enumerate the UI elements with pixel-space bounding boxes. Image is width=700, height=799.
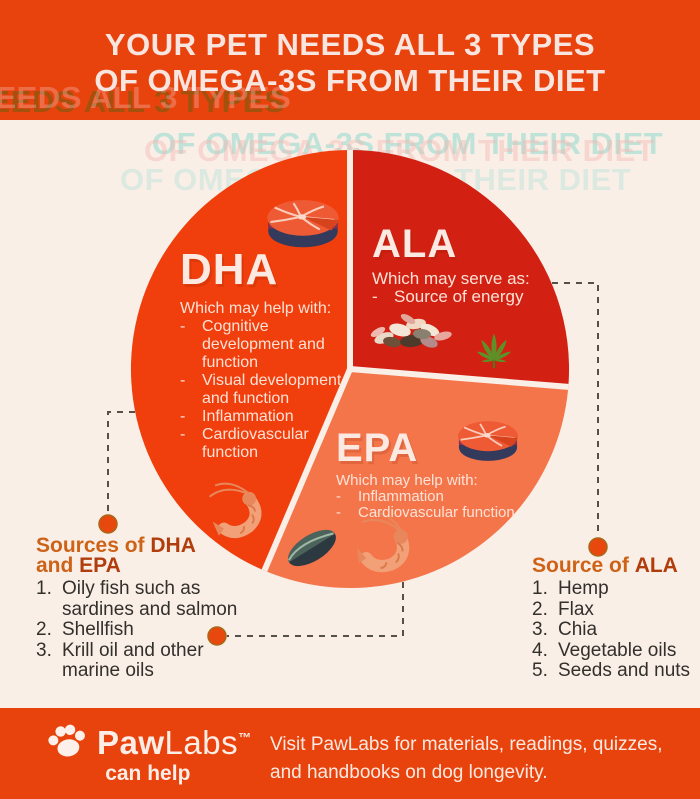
- item-number: 2.: [36, 619, 52, 640]
- item-dash: -: [336, 504, 341, 521]
- item-number: 1.: [36, 578, 52, 599]
- mussel-icon: [288, 529, 336, 567]
- dha-segment-text: DHA Which may help with: - Cognitive deve…: [180, 248, 350, 462]
- connector-dot-ala: [588, 537, 608, 557]
- item-dash: -: [180, 426, 186, 443]
- item-text: Inflammation: [202, 408, 294, 425]
- connector-line-epa-sources: [227, 582, 404, 637]
- list-item: - Cardiovascular function: [180, 426, 350, 462]
- title-line-2: OF OMEGA-3S FROM THEIR DIET: [94, 63, 606, 98]
- hemp-leaf-icon: [476, 333, 512, 369]
- trademark-symbol: ™: [238, 729, 252, 745]
- connector-dot-dha: [98, 514, 118, 534]
- item-text: Oily fish such as sardines and salmon: [62, 578, 238, 620]
- brand-name: PawLabs™: [97, 720, 252, 761]
- header-banner: YOUR PET NEEDS ALL 3 TYPES YOUR PET NEED…: [0, 0, 700, 120]
- title-line-1: YOUR PET NEEDS ALL 3 TYPES: [104, 27, 596, 62]
- item-dash: -: [336, 488, 341, 505]
- ala-intro: Which may serve as:: [372, 269, 530, 288]
- list-item: 2. Flax: [532, 598, 692, 621]
- item-number: 2.: [532, 598, 548, 620]
- item-number: 4.: [532, 639, 548, 661]
- list-item: - Source of energy: [372, 288, 572, 306]
- list-item: - Inflammation: [180, 408, 350, 426]
- epa-segment-text: EPA Which may help with: - Inflammation - C…: [336, 428, 571, 521]
- list-item: - Visual development and function: [180, 372, 350, 408]
- sources-dha-epa-block: Sources of DHA and EPA 1. Oily fish such …: [36, 534, 252, 682]
- ala-benefits-list: - Source of energy: [372, 288, 572, 306]
- item-text: Seeds and nuts: [558, 660, 691, 681]
- sources-title-text: Sources of: [36, 534, 151, 557]
- dha-benefits-list: - Cognitive development and function - Vis…: [180, 318, 350, 462]
- salmon-steak-icon: [266, 199, 340, 249]
- sources-ala-block: Source of ALA 1. Hemp 2. Flax 3. Chia 4. Vegeta…: [532, 554, 692, 682]
- omega3-pie-chart: [98, 150, 608, 646]
- sources-title-dha: DHA: [150, 534, 196, 557]
- connector-line-ala-sources: [552, 282, 599, 537]
- item-dash: -: [372, 287, 378, 306]
- list-item: - Inflammation: [336, 489, 571, 505]
- item-text: Shellfish: [62, 619, 134, 640]
- dha-intro: Which may help with:: [180, 300, 332, 317]
- list-item: - Cardiovascular function: [336, 505, 571, 521]
- list-item: 3. Chia: [532, 619, 692, 641]
- item-number: 3.: [36, 639, 52, 661]
- footer-bar: PawLabs™ can help Visit PawLabs for mate…: [0, 708, 700, 799]
- epa-label: EPA: [336, 426, 419, 470]
- sources-ala-list: 1. Hemp 2. Flax 3. Chia 4. Vegetable oils 5. Seed…: [532, 578, 692, 682]
- item-text: Chia: [558, 619, 598, 640]
- brand-name-light: Labs: [164, 723, 239, 761]
- item-text: Hemp: [558, 578, 609, 599]
- item-number: 1.: [532, 578, 548, 599]
- item-text: Vegetable oils: [558, 639, 677, 661]
- list-item: 1. Oily fish such as sardines and salmon: [36, 578, 252, 620]
- ala-label: ALA: [372, 222, 458, 266]
- item-dash: -: [180, 372, 186, 389]
- page-title: YOUR PET NEEDS ALL 3 TYPES OF OMEGA-3S F…: [0, 0, 700, 99]
- sources-title-ala: ALA: [634, 554, 678, 577]
- paw-icon: [48, 724, 85, 757]
- list-item: 4. Vegetable oils: [532, 639, 692, 662]
- dha-label: DHA: [180, 245, 279, 294]
- sources-dha-epa-list: 1. Oily fish such as sardines and salmon 2…: [36, 578, 252, 682]
- footer-message-line-1: Visit PawLabs for materials, readings, q…: [270, 734, 663, 755]
- item-dash: -: [180, 408, 186, 425]
- ala-segment-text: ALA Which may serve as: - Source of energ…: [372, 224, 572, 306]
- sources-title-epa: EPA: [79, 554, 121, 577]
- sources-title-text: and: [36, 554, 80, 577]
- item-text: Cardiovascular function: [358, 504, 515, 521]
- connector-line-dha-sources: [107, 411, 135, 515]
- item-text: Flax: [558, 598, 594, 620]
- item-number: 5.: [532, 660, 548, 681]
- brand-block: PawLabs™ can help: [44, 719, 252, 786]
- connector-dot-epa: [207, 626, 227, 646]
- brand-tagline: can help: [105, 762, 191, 785]
- list-item: 5. Seeds and nuts: [532, 660, 692, 682]
- dha-wedge: [130, 150, 350, 571]
- sources-title-text: Source of: [532, 554, 635, 577]
- list-item: 3. Krill oil and other marine oils: [36, 639, 252, 682]
- wedge-gaps: [261, 150, 569, 572]
- seeds-icon: [370, 313, 452, 348]
- item-number: 3.: [532, 619, 548, 640]
- item-text: Cognitive development and function: [202, 318, 325, 371]
- sources-dha-epa-title: Sources of DHA and EPA: [36, 534, 252, 577]
- brand-name-bold: Paw: [97, 723, 165, 761]
- epa-intro: Which may help with:: [336, 472, 478, 489]
- footer-message: Visit PawLabs for materials, readings, q…: [270, 731, 663, 787]
- item-dash: -: [180, 318, 186, 335]
- item-text: Cardiovascular function: [202, 426, 309, 461]
- item-text: Krill oil and other marine oils: [62, 639, 204, 681]
- main-area: OF OMEGA-3S FROM THEIR DIET OF OMEGA-3S …: [0, 120, 700, 708]
- list-item: 2. Shellfish: [36, 619, 252, 641]
- list-item: - Cognitive development and function: [180, 318, 350, 372]
- epa-benefits-list: - Inflammation - Cardiovascular function: [336, 489, 571, 521]
- item-text: Source of energy: [394, 287, 524, 306]
- item-text: Visual development and function: [202, 372, 342, 407]
- item-text: Inflammation: [358, 488, 444, 505]
- footer-message-line-2: and handbooks on dog longevity.: [270, 762, 548, 783]
- list-item: 1. Hemp: [532, 578, 692, 600]
- sources-ala-title: Source of ALA: [532, 554, 692, 577]
